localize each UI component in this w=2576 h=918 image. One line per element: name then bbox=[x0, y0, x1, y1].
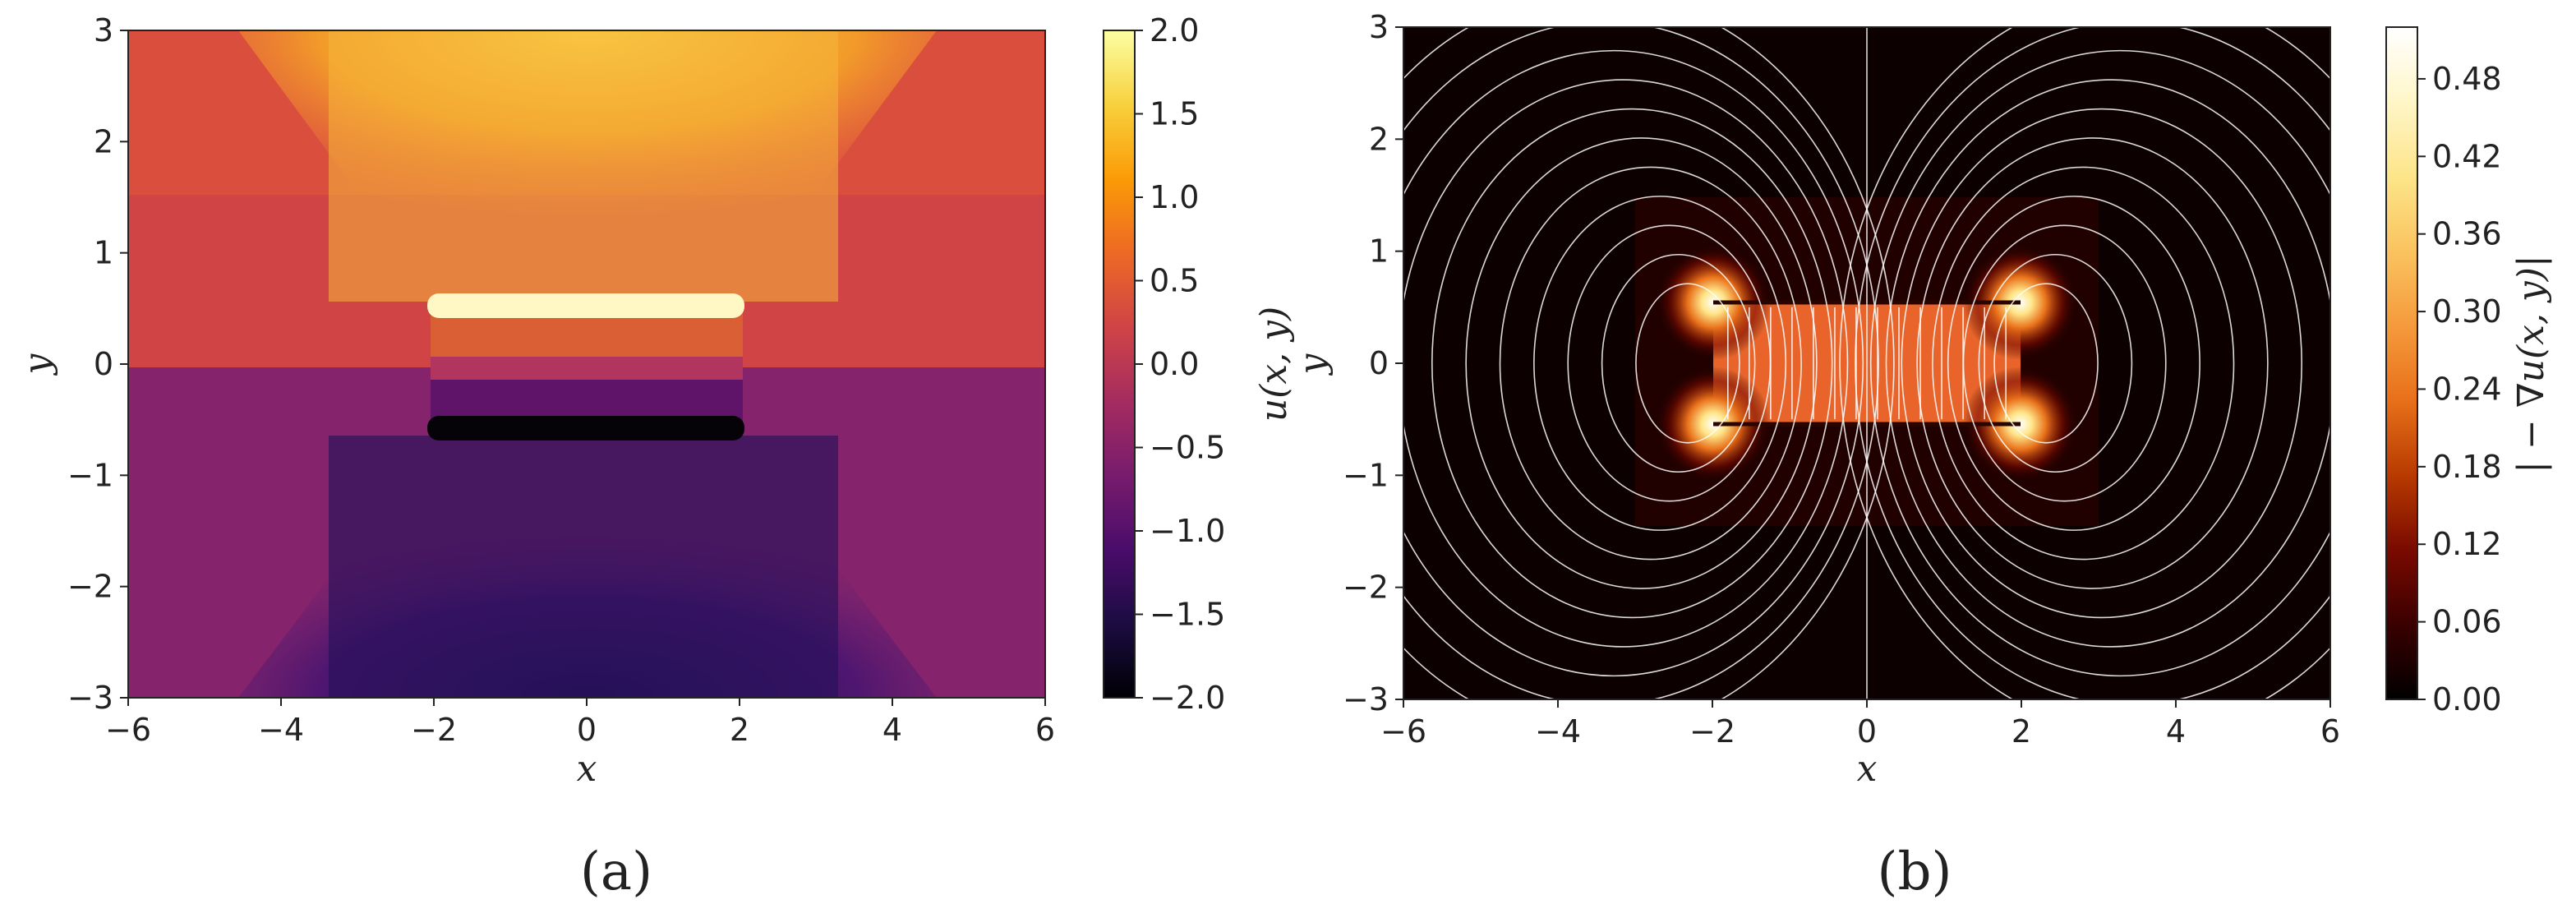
streamline-loop bbox=[1962, 224, 2167, 502]
xtick-label-b: 6 bbox=[2320, 713, 2340, 750]
colorbar-a bbox=[1103, 30, 1136, 699]
colorbar-tick-label-b: 0.30 bbox=[2432, 293, 2502, 330]
streamline-loop bbox=[1947, 196, 2200, 531]
streamline-loop bbox=[1855, 27, 2330, 699]
ticks-a: −6 −4 −2 0 2 4 6 −3 −2 −1 0 1 2 3 bbox=[67, 12, 1055, 748]
streamline-loop bbox=[1465, 137, 1818, 589]
xtick-label-b: −2 bbox=[1689, 713, 1735, 750]
ytick-label-b: 1 bbox=[1369, 233, 1389, 270]
colorbar-tick-label-a: −2.0 bbox=[1150, 680, 1225, 716]
streamlines-b bbox=[1403, 27, 2330, 699]
colorbar-tick-label-b: 0.42 bbox=[2432, 138, 2502, 174]
streamline-loop bbox=[1993, 283, 2099, 444]
ytick-label-a: −3 bbox=[67, 680, 113, 716]
colorbar-tick-label-a: −1.0 bbox=[1150, 513, 1225, 549]
xtick-label-b: −6 bbox=[1380, 713, 1426, 750]
ytick-label-b: −2 bbox=[1343, 570, 1389, 606]
colorbar-tick-label-a: 0.5 bbox=[1150, 263, 1199, 299]
xtick-label-a: −4 bbox=[258, 712, 304, 748]
ytick-label-a: 3 bbox=[94, 12, 113, 48]
streamline-loop bbox=[1403, 49, 1864, 677]
colorbar-tick-label-b: 0.00 bbox=[2432, 681, 2502, 717]
panel-label-b: (b) bbox=[1878, 842, 1952, 902]
colorbar-tick-label-b: 0.48 bbox=[2432, 61, 2502, 97]
ytick-label-a: 0 bbox=[94, 346, 113, 382]
panel-a: −6 −4 −2 0 2 4 6 −3 −2 −1 0 1 2 3 x y (a) 2.0 1.5 1.0 0.… bbox=[16, 12, 1295, 902]
xlabel-b: x bbox=[1857, 748, 1878, 790]
xtick-label-a: 4 bbox=[882, 712, 902, 748]
xtick-label-b: 2 bbox=[2011, 713, 2031, 750]
plot-area-a bbox=[128, 30, 1045, 698]
streamline-loop bbox=[1567, 224, 1772, 502]
streamline-loop bbox=[1635, 283, 1740, 444]
streamline-loop bbox=[1869, 49, 2330, 677]
ylabel-b: y bbox=[1292, 353, 1334, 376]
plate-negative-a bbox=[427, 416, 744, 441]
ylabel-a: y bbox=[16, 353, 58, 376]
xtick-label-a: 6 bbox=[1035, 712, 1055, 748]
streamline-loop bbox=[1403, 27, 1895, 699]
streamline-loop bbox=[1403, 79, 1849, 648]
colorbar-tick-label-b: 0.24 bbox=[2432, 371, 2502, 407]
streamline-loop bbox=[1403, 27, 1879, 699]
colorbar-ticks-b: 0.48 0.42 0.36 0.30 0.24 0.18 0.12 0.06 0.00 bbox=[2417, 61, 2502, 717]
ytick-label-a: −1 bbox=[67, 457, 113, 493]
ytick-label-b: 3 bbox=[1369, 9, 1389, 45]
colorbar-tick-label-a: 1.5 bbox=[1150, 96, 1199, 132]
fan-upper-core-a bbox=[329, 30, 838, 302]
streamline-loop bbox=[1916, 137, 2269, 589]
xtick-label-a: −6 bbox=[105, 712, 151, 748]
colorbar-tick-label-b: 0.12 bbox=[2432, 526, 2502, 562]
ytick-label-b: −1 bbox=[1343, 457, 1389, 493]
xtick-label-b: 0 bbox=[1857, 713, 1877, 750]
streamline-loop bbox=[1885, 79, 2330, 648]
xtick-label-b: 4 bbox=[2166, 713, 2186, 750]
colorbar-tick-label-a: −0.5 bbox=[1150, 430, 1225, 466]
streamline-loop bbox=[1431, 108, 1833, 619]
colorbar-tick-label-b: 0.36 bbox=[2432, 216, 2502, 252]
streamline-loop bbox=[1839, 27, 2330, 699]
ytick-label-a: −2 bbox=[67, 569, 113, 605]
fan-lower-core-a bbox=[329, 436, 838, 698]
ytick-label-a: 2 bbox=[94, 123, 113, 159]
xtick-label-a: 0 bbox=[577, 712, 597, 748]
xtick-label-b: −4 bbox=[1535, 713, 1581, 750]
streamline-loop bbox=[1533, 196, 1787, 531]
colorbar-tick-label-a: 0.0 bbox=[1150, 346, 1199, 382]
colorbar-tick-label-b: 0.18 bbox=[2432, 449, 2502, 485]
ticks-b: −6 −4 −2 0 2 4 6 −3 −2 −1 0 1 2 3 bbox=[1343, 9, 2340, 750]
colorbar-b bbox=[2385, 26, 2418, 700]
xtick-label-a: 2 bbox=[730, 712, 749, 748]
ytick-label-a: 1 bbox=[94, 235, 113, 271]
streamline-loop bbox=[1901, 108, 2303, 619]
streamline-loop bbox=[1978, 253, 2133, 473]
plate-positive-a bbox=[427, 293, 744, 318]
ytick-label-b: 0 bbox=[1369, 345, 1389, 381]
colorbar-ticks-a: 2.0 1.5 1.0 0.5 0.0 −0.5 −1.0 −1.5 −2.0 bbox=[1135, 12, 1225, 716]
ytick-label-b: −3 bbox=[1343, 681, 1389, 717]
xtick-label-a: −2 bbox=[411, 712, 457, 748]
streamline-loop bbox=[1601, 253, 1756, 473]
plot-area-b bbox=[1403, 27, 2330, 699]
colorbar-tick-label-a: −1.5 bbox=[1150, 597, 1225, 633]
colorbar-tick-label-b: 0.06 bbox=[2432, 604, 2502, 640]
streamline-loop bbox=[1932, 166, 2235, 560]
xlabel-a: x bbox=[577, 748, 597, 790]
ytick-label-b: 2 bbox=[1369, 121, 1389, 157]
colorbar-tick-label-a: 2.0 bbox=[1150, 12, 1199, 48]
colorbar-tick-label-a: 1.0 bbox=[1150, 179, 1199, 215]
panel-b: −6 −4 −2 0 2 4 6 −3 −2 −1 0 1 2 3 x y (b) 0.48 0.42 0.3… bbox=[1292, 9, 2552, 902]
panel-label-a: (a) bbox=[580, 842, 652, 902]
colorbar-label-a: u(x, y) bbox=[1253, 307, 1295, 422]
colorbar-label-b: | − ∇u(x, y)| bbox=[2510, 255, 2552, 473]
streamline-loop bbox=[1499, 166, 1802, 560]
